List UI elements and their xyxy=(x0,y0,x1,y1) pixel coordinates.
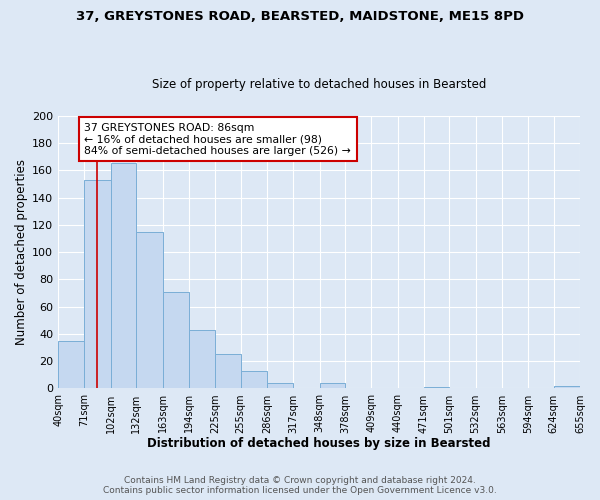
Text: Contains HM Land Registry data © Crown copyright and database right 2024.
Contai: Contains HM Land Registry data © Crown c… xyxy=(103,476,497,495)
X-axis label: Distribution of detached houses by size in Bearsted: Distribution of detached houses by size … xyxy=(148,437,491,450)
Bar xyxy=(58,341,85,388)
Y-axis label: Number of detached properties: Number of detached properties xyxy=(15,159,28,345)
Bar xyxy=(163,292,189,388)
Bar xyxy=(111,164,136,388)
Bar xyxy=(424,387,449,388)
Bar xyxy=(554,386,580,388)
Text: 37, GREYSTONES ROAD, BEARSTED, MAIDSTONE, ME15 8PD: 37, GREYSTONES ROAD, BEARSTED, MAIDSTONE… xyxy=(76,10,524,23)
Bar xyxy=(267,383,293,388)
Bar xyxy=(189,330,215,388)
Bar xyxy=(215,354,241,388)
Text: 37 GREYSTONES ROAD: 86sqm
← 16% of detached houses are smaller (98)
84% of semi-: 37 GREYSTONES ROAD: 86sqm ← 16% of detac… xyxy=(85,122,351,156)
Bar xyxy=(320,383,345,388)
Bar xyxy=(85,180,111,388)
Title: Size of property relative to detached houses in Bearsted: Size of property relative to detached ho… xyxy=(152,78,486,91)
Bar xyxy=(241,370,267,388)
Bar xyxy=(136,232,163,388)
